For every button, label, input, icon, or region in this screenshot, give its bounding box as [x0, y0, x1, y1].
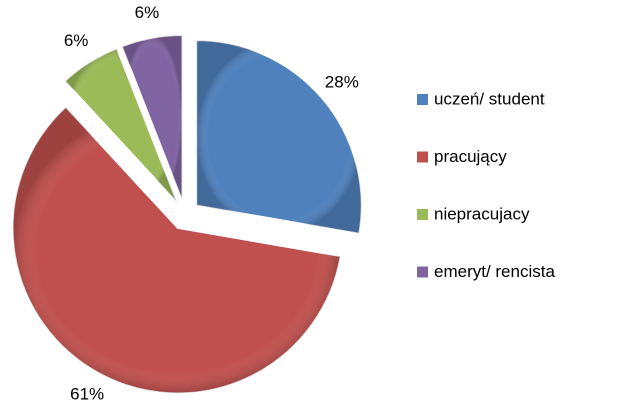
data-label: 6%	[135, 3, 160, 22]
data-label: 61%	[70, 385, 104, 404]
data-label: 6%	[64, 31, 89, 50]
legend-label: niepracujacy	[434, 204, 530, 223]
legend-label: emeryt/ rencista	[434, 262, 555, 281]
data-label: 28%	[325, 72, 359, 91]
legend-swatch	[417, 94, 428, 105]
legend-swatch	[417, 209, 428, 220]
legend-label: uczeń/ student	[434, 89, 545, 108]
legend-label: pracujący	[434, 147, 507, 166]
legend-swatch	[417, 151, 428, 163]
legend-swatch	[417, 266, 428, 278]
pie-slice	[195, 39, 363, 235]
